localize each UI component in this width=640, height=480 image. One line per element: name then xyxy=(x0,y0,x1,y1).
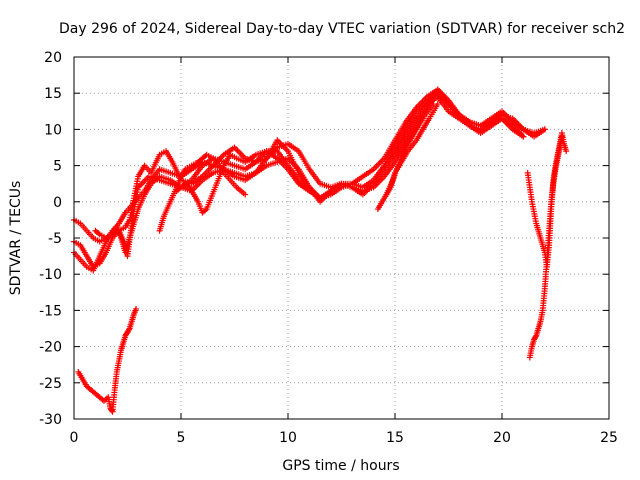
y-tick-label: -15 xyxy=(39,303,62,319)
y-tick-label: 15 xyxy=(44,86,62,102)
data-point xyxy=(563,148,570,155)
y-tick-label: -20 xyxy=(39,340,62,356)
series-track-d xyxy=(92,93,527,256)
x-tick-labels: 0 5 10 15 20 25 xyxy=(70,430,618,446)
series-track-e xyxy=(156,151,249,234)
data-point xyxy=(532,333,539,340)
x-tick-label: 20 xyxy=(493,430,511,446)
y-tick-label: 5 xyxy=(53,159,62,175)
y-tick-label: -30 xyxy=(39,412,62,428)
data-point xyxy=(430,101,437,108)
data-point xyxy=(133,305,140,312)
axis-ticks xyxy=(73,56,610,420)
series-track-tail-b xyxy=(526,133,565,361)
series-track-low xyxy=(75,305,140,415)
data-point xyxy=(108,407,115,414)
data-point xyxy=(558,133,565,140)
series-track-h xyxy=(383,101,437,198)
data-point xyxy=(520,133,527,140)
data-point xyxy=(306,187,313,194)
y-tick-label: 10 xyxy=(44,122,62,138)
data-point xyxy=(242,191,249,198)
y-tick-label: -10 xyxy=(39,267,62,283)
series-track-f xyxy=(173,148,313,216)
x-axis-label: GPS time / hours xyxy=(282,458,399,474)
y-tick-label: -25 xyxy=(39,376,62,392)
data-point xyxy=(541,126,548,133)
data-points xyxy=(71,86,570,415)
x-tick-label: 5 xyxy=(177,430,186,446)
x-tick-label: 25 xyxy=(600,430,618,446)
x-tick-label: 15 xyxy=(386,430,404,446)
y-tick-labels: 20 15 10 5 0 -5 -10 -15 -20 -25 -30 xyxy=(39,50,62,428)
y-tick-label: 20 xyxy=(44,50,62,66)
x-tick-label: 0 xyxy=(70,430,79,446)
y-axis-label: SDTVAR / TECUs xyxy=(8,181,24,296)
x-tick-label: 10 xyxy=(279,430,297,446)
y-tick-label: 0 xyxy=(53,195,62,211)
data-point xyxy=(125,326,132,333)
chart-title: Day 296 of 2024, Sidereal Day-to-day VTE… xyxy=(59,21,625,37)
y-tick-label: -5 xyxy=(48,231,62,247)
